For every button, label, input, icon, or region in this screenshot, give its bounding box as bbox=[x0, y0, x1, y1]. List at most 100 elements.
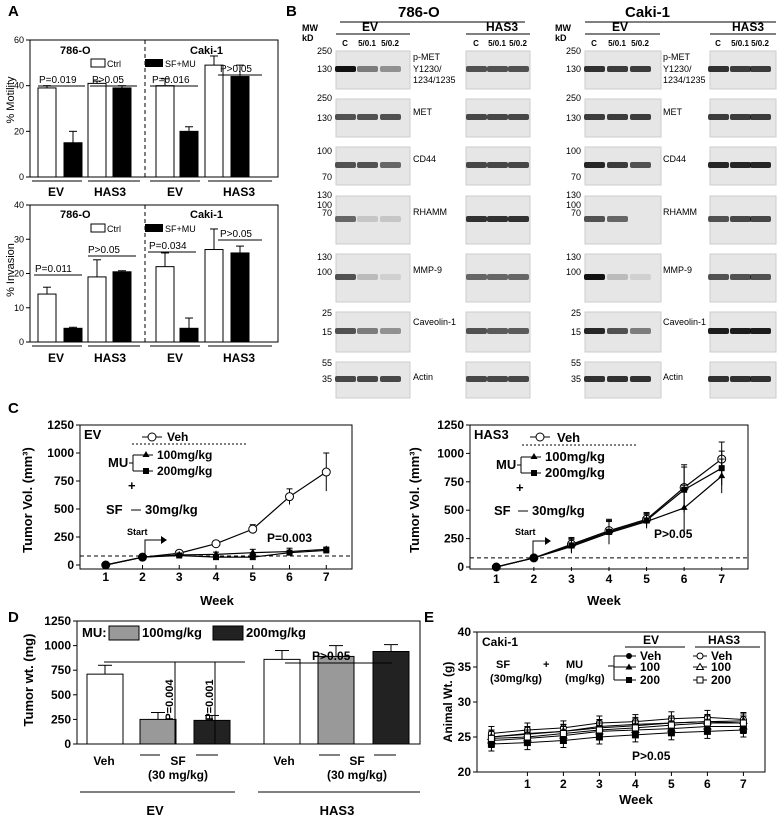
y-tick-label: 750 bbox=[444, 475, 464, 489]
band bbox=[607, 274, 628, 280]
legend-sfmu: SF+MU bbox=[165, 224, 196, 234]
square-point bbox=[323, 547, 330, 554]
lane-label: 5/0.2 bbox=[509, 39, 527, 48]
band bbox=[508, 216, 529, 222]
e-sf: SF bbox=[496, 659, 510, 671]
band bbox=[335, 216, 356, 222]
veh-point bbox=[285, 492, 295, 502]
bar bbox=[139, 718, 177, 745]
bar bbox=[372, 651, 410, 745]
square-point bbox=[667, 721, 675, 729]
x-tick-label: 3 bbox=[176, 570, 183, 584]
band bbox=[487, 328, 508, 334]
square-point bbox=[523, 733, 531, 741]
p-label: P>0.05 bbox=[312, 649, 351, 663]
legend-ctrl: Ctrl bbox=[107, 59, 121, 69]
p-label: P>0.05 bbox=[92, 75, 124, 86]
y-tick-label: 500 bbox=[444, 503, 464, 517]
veh-point bbox=[211, 539, 221, 549]
protein-label: Y1230/ bbox=[413, 64, 442, 74]
mw-marker: 100 bbox=[566, 146, 581, 156]
tumor-vol-ylabel: Tumor Vol. (mm³) bbox=[407, 447, 422, 553]
mw-marker: 70 bbox=[571, 208, 581, 218]
x-tick-label: 3 bbox=[568, 572, 575, 586]
week-xlabel: Week bbox=[587, 593, 621, 608]
bar bbox=[86, 673, 124, 745]
y-tick-label: 25 bbox=[458, 730, 472, 744]
band bbox=[335, 376, 356, 382]
band bbox=[380, 114, 401, 120]
square-point bbox=[739, 719, 747, 727]
band bbox=[466, 66, 487, 72]
band bbox=[380, 376, 401, 382]
x-tick-label: 6 bbox=[704, 777, 711, 791]
legend-ctrl-swatch bbox=[90, 223, 106, 233]
bar bbox=[230, 252, 250, 343]
veh-label: Veh bbox=[273, 754, 294, 768]
invasion-cell-786: 786-O bbox=[60, 209, 91, 221]
legend-200: 200 bbox=[711, 673, 731, 687]
legend-100: 100mg/kg bbox=[142, 625, 202, 640]
panel-d: Tumor wt. (mg) 1250 1000 750 500 250 0 MU: 10… bbox=[21, 614, 421, 818]
triangle-marker bbox=[530, 453, 538, 459]
bar bbox=[112, 87, 132, 178]
x-tick-label: 1 bbox=[493, 572, 500, 586]
group-ev: EV bbox=[48, 351, 64, 365]
band bbox=[584, 328, 605, 334]
x-tick-label: 4 bbox=[632, 777, 639, 791]
legend-100: 100mg/kg bbox=[157, 448, 212, 462]
square-point bbox=[530, 554, 537, 561]
band bbox=[630, 376, 651, 382]
band bbox=[607, 66, 628, 72]
series-line bbox=[491, 729, 744, 745]
mw-marker: 250 bbox=[317, 93, 332, 103]
band bbox=[730, 66, 751, 72]
legend-100: 100 bbox=[711, 660, 731, 674]
band bbox=[708, 274, 729, 280]
y-tick-label: 0 bbox=[457, 560, 464, 574]
p-value-ev: P=0.003 bbox=[267, 531, 312, 545]
protein-label: Caveolin-1 bbox=[663, 317, 706, 327]
open-triangle-marker bbox=[695, 662, 705, 670]
bar bbox=[37, 293, 57, 343]
band bbox=[607, 376, 628, 382]
group-has3: HAS3 bbox=[94, 351, 126, 365]
bar bbox=[112, 271, 132, 343]
sf-label: SF bbox=[170, 754, 185, 768]
x-tick-label: 5 bbox=[643, 572, 650, 586]
y-tick-label: 20 bbox=[14, 126, 24, 136]
mw-marker: 15 bbox=[571, 327, 581, 337]
protein-label: Actin bbox=[663, 372, 683, 382]
legend-ctrl: Ctrl bbox=[107, 224, 121, 234]
motility-yticks: 60 40 20 0 bbox=[14, 35, 30, 182]
x-tick-label: 2 bbox=[560, 777, 567, 791]
band bbox=[730, 216, 751, 222]
legend-100: 100 bbox=[640, 660, 660, 674]
e-plus: + bbox=[543, 659, 549, 671]
motility-cell-caki: Caki-1 bbox=[190, 45, 223, 57]
band bbox=[335, 328, 356, 334]
legend-200-swatch bbox=[212, 625, 244, 641]
square-point bbox=[568, 542, 575, 549]
square-point bbox=[606, 528, 612, 535]
y-tick-label: 1000 bbox=[44, 639, 71, 653]
protein-labels: p-MET Y1230/1234/1235 p-MET Y1230/1234/1235… bbox=[413, 52, 706, 382]
band bbox=[730, 274, 751, 280]
square-marker bbox=[143, 468, 149, 474]
mw-marker: 55 bbox=[322, 358, 332, 368]
y-tick-label: 20 bbox=[14, 269, 24, 279]
ev-series bbox=[101, 452, 331, 570]
blot-has3-caki: HAS3 bbox=[732, 20, 764, 34]
bar bbox=[179, 130, 199, 178]
band bbox=[357, 66, 378, 72]
lane-label: 5/0.2 bbox=[751, 39, 769, 48]
triangle-marker bbox=[625, 663, 633, 670]
y-tick-label: 500 bbox=[51, 688, 71, 702]
band bbox=[607, 328, 628, 334]
band bbox=[630, 328, 651, 334]
p-value-has3: P>0.05 bbox=[654, 527, 693, 541]
invasion-ylabel: % Invasion bbox=[5, 243, 17, 297]
legend-veh: Veh bbox=[167, 430, 188, 444]
mw-marker: 25 bbox=[571, 308, 581, 318]
